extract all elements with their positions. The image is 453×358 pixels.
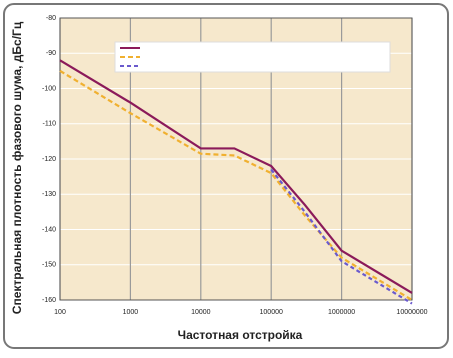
y-tick-label: -150 bbox=[42, 262, 56, 269]
y-tick-label: -110 bbox=[43, 121, 57, 128]
y-tick-label: -120 bbox=[42, 156, 56, 163]
x-axis-title: Частотная отстройка bbox=[178, 328, 303, 342]
series-line bbox=[59, 59, 413, 294]
series-line bbox=[59, 69, 413, 301]
y-tick-label: -160 bbox=[42, 297, 56, 304]
x-tick-label: 1000 bbox=[123, 309, 139, 316]
y-tick-label: -130 bbox=[42, 191, 56, 198]
x-tick-label: 1000000 bbox=[328, 309, 355, 316]
y-tick-label: -90 bbox=[46, 50, 56, 57]
y-axis-title: Спектральная плотность фазового шума, дБ… bbox=[10, 21, 24, 314]
series-line bbox=[270, 168, 413, 305]
x-tick-label: 100 bbox=[54, 309, 66, 316]
plot-border bbox=[59, 17, 413, 301]
legend bbox=[114, 41, 391, 73]
x-tick-label: 100000 bbox=[260, 309, 283, 316]
y-tick-label: -100 bbox=[42, 85, 56, 92]
x-tick-label: 10000 bbox=[191, 309, 211, 316]
y-tick-label: -80 bbox=[46, 15, 56, 22]
x-tick-label: 10000000 bbox=[396, 309, 427, 316]
y-tick-label: -140 bbox=[42, 226, 56, 233]
